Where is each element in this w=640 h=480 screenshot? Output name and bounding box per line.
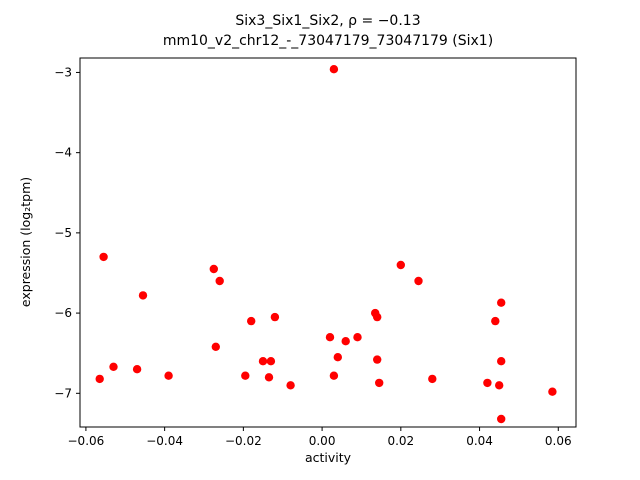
y-tick-label: −3 xyxy=(54,65,72,79)
data-point xyxy=(270,312,280,322)
data-point xyxy=(95,374,104,384)
data-point xyxy=(247,316,256,326)
data-point xyxy=(497,298,506,307)
data-point xyxy=(264,373,274,382)
data-point xyxy=(414,276,423,286)
x-axis-label: activity xyxy=(305,450,352,465)
data-point xyxy=(329,371,339,380)
chart-subtitle: mm10_v2_chr12_-_73047179_73047179 (Six1) xyxy=(163,33,493,49)
x-tick-label: 0.02 xyxy=(387,434,414,448)
data-point xyxy=(373,312,382,322)
data-points xyxy=(95,65,557,424)
axes-spines xyxy=(79,57,577,428)
data-point xyxy=(373,355,382,364)
data-point xyxy=(258,357,268,366)
y-tick-label: −4 xyxy=(54,146,72,160)
data-point xyxy=(491,316,500,326)
data-point xyxy=(109,362,118,371)
y-tick-label: −6 xyxy=(54,306,72,320)
data-point xyxy=(329,65,339,74)
x-tick-label: 0.00 xyxy=(309,434,336,448)
data-point xyxy=(497,414,506,424)
axis-ticks: −0.06 −0.04 −0.02 0.00 0.02 0.04 0.06 −3 −4 −5 −6 −… xyxy=(54,65,571,448)
x-tick-label: −0.06 xyxy=(68,434,105,448)
data-point xyxy=(341,337,350,346)
data-point xyxy=(286,381,295,390)
data-point xyxy=(138,291,148,300)
x-tick-label: −0.02 xyxy=(225,434,262,448)
data-point xyxy=(495,381,504,390)
data-point xyxy=(428,374,437,384)
y-axis-label: expression (log₂tpm) xyxy=(18,177,33,307)
x-tick-label: 0.04 xyxy=(466,434,493,448)
data-point xyxy=(353,333,362,342)
data-point xyxy=(132,365,142,374)
data-point xyxy=(209,264,218,274)
data-point xyxy=(215,276,224,286)
data-point xyxy=(266,357,276,366)
data-point xyxy=(325,333,335,342)
data-point xyxy=(99,252,108,262)
data-point xyxy=(497,357,506,366)
chart-title: Six3_Six1_Six2, ρ = −0.13 xyxy=(235,13,420,29)
x-tick-label: −0.04 xyxy=(146,434,183,448)
data-point xyxy=(548,387,557,396)
x-tick-label: 0.06 xyxy=(545,434,572,448)
y-tick-label: −7 xyxy=(54,386,72,400)
data-point xyxy=(211,342,220,351)
y-tick-label: −5 xyxy=(54,226,72,240)
data-point xyxy=(375,378,384,388)
data-point xyxy=(396,260,405,270)
data-point xyxy=(483,378,492,388)
data-point xyxy=(241,371,250,380)
data-point xyxy=(333,353,342,362)
data-point xyxy=(164,371,173,380)
